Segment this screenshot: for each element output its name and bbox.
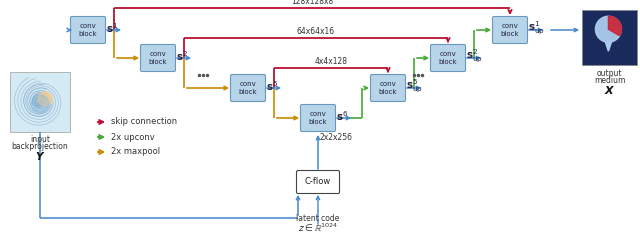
Text: 2x maxpool: 2x maxpool <box>111 148 160 157</box>
Circle shape <box>595 16 621 42</box>
Text: 128x128x8: 128x128x8 <box>291 0 333 6</box>
Text: $\mathbf{s}^1$: $\mathbf{s}^1$ <box>106 21 118 35</box>
FancyBboxPatch shape <box>493 16 527 44</box>
Text: $\boldsymbol{X}$: $\boldsymbol{X}$ <box>604 84 615 96</box>
Text: C-flow: C-flow <box>305 178 331 187</box>
Text: backprojection: backprojection <box>12 142 68 151</box>
Circle shape <box>31 95 49 113</box>
FancyBboxPatch shape <box>230 74 266 101</box>
FancyBboxPatch shape <box>10 72 70 132</box>
Text: $\mathbf{s}^6$: $\mathbf{s}^6$ <box>336 109 348 123</box>
FancyBboxPatch shape <box>301 104 335 132</box>
Text: conv
block: conv block <box>500 24 519 36</box>
Text: 2x2x256: 2x2x256 <box>319 133 353 142</box>
Text: $\mathbf{s}^5$: $\mathbf{s}^5$ <box>266 79 278 93</box>
Text: conv
block: conv block <box>239 81 257 94</box>
Text: $z \in \mathbb{R}^{1024}$: $z \in \mathbb{R}^{1024}$ <box>298 222 339 234</box>
Text: conv
block: conv block <box>308 111 327 124</box>
Text: conv
block: conv block <box>79 24 97 36</box>
FancyBboxPatch shape <box>371 74 406 101</box>
Text: $\boldsymbol{Y}$: $\boldsymbol{Y}$ <box>35 150 45 162</box>
Text: input: input <box>30 135 50 144</box>
Text: latent code: latent code <box>296 214 340 223</box>
Text: 2x upconv: 2x upconv <box>111 133 155 142</box>
Text: 4x4x128: 4x4x128 <box>314 57 348 66</box>
Text: conv
block: conv block <box>379 81 397 94</box>
FancyBboxPatch shape <box>70 16 106 44</box>
Text: 64x64x16: 64x64x16 <box>297 27 335 36</box>
Text: medium: medium <box>594 76 625 85</box>
Text: conv
block: conv block <box>148 51 167 64</box>
Circle shape <box>38 92 52 106</box>
FancyBboxPatch shape <box>141 45 175 71</box>
Text: $\mathbf{s}^1_{\mathsf{up}}$: $\mathbf{s}^1_{\mathsf{up}}$ <box>528 19 545 37</box>
Text: conv
block: conv block <box>438 51 458 64</box>
FancyBboxPatch shape <box>582 10 637 65</box>
Polygon shape <box>605 42 611 51</box>
FancyBboxPatch shape <box>431 45 465 71</box>
Text: output: output <box>596 69 622 78</box>
Text: $\mathbf{s}^2$: $\mathbf{s}^2$ <box>176 49 188 63</box>
Text: $\mathbf{s}^2_{\mathsf{up}}$: $\mathbf{s}^2_{\mathsf{up}}$ <box>466 47 483 65</box>
Wedge shape <box>609 16 621 36</box>
FancyBboxPatch shape <box>296 170 339 193</box>
Text: $\mathbf{s}^5_{\mathsf{up}}$: $\mathbf{s}^5_{\mathsf{up}}$ <box>406 77 423 95</box>
Text: skip connection: skip connection <box>111 118 177 127</box>
